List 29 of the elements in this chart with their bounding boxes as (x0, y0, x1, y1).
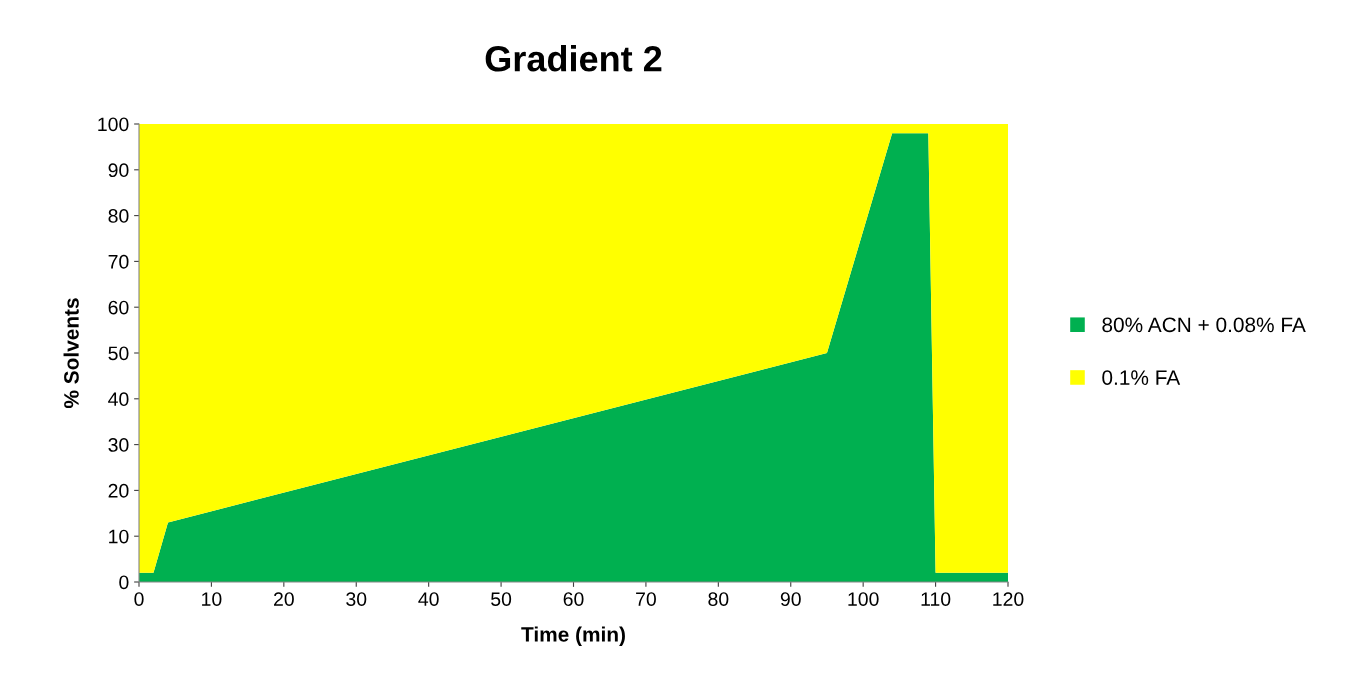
chart-title: Gradient 2 (485, 45, 662, 72)
x-axis-title: Time (min) (521, 626, 625, 646)
y-tick-label: 10 (109, 529, 129, 544)
x-tick-label: 90 (780, 592, 801, 606)
x-tick-label: 100 (848, 592, 879, 606)
x-tick-label: 60 (563, 592, 584, 606)
x-tick-label: 110 (921, 592, 951, 606)
y-tick-label: 30 (108, 438, 129, 452)
x-tick-label: 80 (708, 592, 729, 606)
legend-label: 80% ACN + 0.08% FA (1102, 317, 1306, 333)
y-axis-title: % Solvents (63, 298, 79, 409)
y-tick-label: 20 (108, 483, 129, 498)
x-tick-label: 120 (993, 592, 1024, 606)
y-tick-label: 50 (108, 346, 129, 361)
y-tick-label: 90 (108, 163, 129, 178)
legend-label: 0.1% FA (1102, 370, 1181, 385)
y-tick-label: 0 (119, 575, 129, 590)
y-tick-label: 100 (98, 117, 129, 132)
x-tick-label: 20 (274, 592, 294, 606)
x-tick-label: 0 (134, 592, 144, 606)
y-tick-label: 60 (108, 300, 129, 315)
y-tick-label: 40 (108, 392, 129, 407)
x-tick-label: 10 (202, 592, 222, 606)
y-tick-label: 80 (108, 209, 129, 223)
x-tick-label: 70 (636, 592, 656, 606)
x-tick-label: 30 (346, 592, 367, 606)
x-tick-label: 50 (491, 592, 512, 606)
y-tick-label: 70 (108, 254, 129, 269)
x-tick-label: 40 (418, 592, 439, 606)
